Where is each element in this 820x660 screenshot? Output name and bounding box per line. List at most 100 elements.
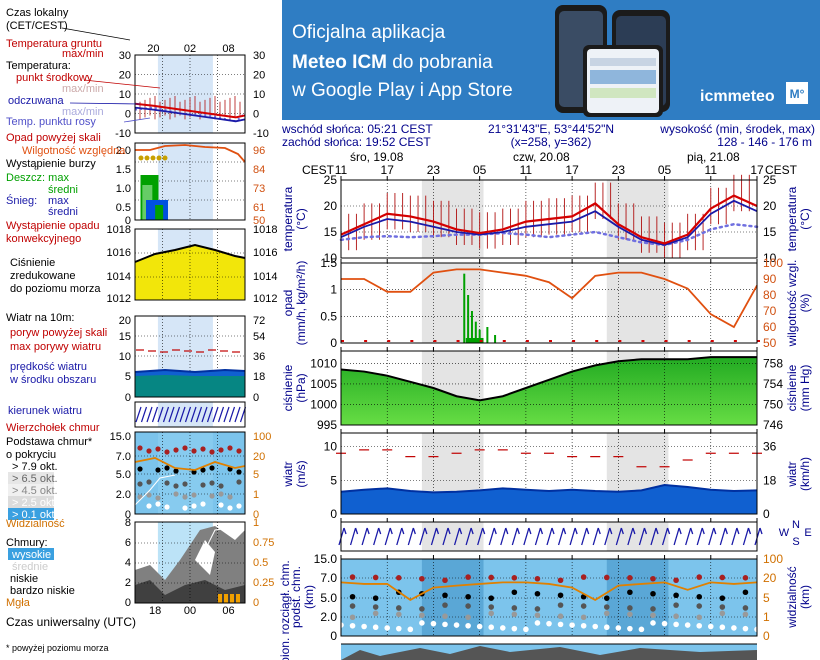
- y-tick-label-right: 18: [763, 473, 777, 487]
- legend-y-tick: 20: [253, 451, 265, 463]
- wind-direction-panel: [338, 518, 763, 552]
- promo-banner[interactable]: Oficjalna aplikacja Meteo ICM do pobrani…: [282, 0, 820, 120]
- legend-y-tick: 1018: [253, 224, 277, 236]
- wind-arrow-icon: [477, 527, 484, 546]
- legend-wind-dir-panel: [134, 401, 247, 428]
- cloud-base-dot: [146, 448, 152, 454]
- legend-y-tick: 5: [253, 469, 259, 481]
- legend-pointer: [123, 117, 151, 123]
- cloud-base-dot: [191, 503, 197, 509]
- cloud-base-dot: [627, 575, 633, 581]
- cloud-base-dot: [155, 495, 161, 501]
- wind-arrow-icon: [539, 527, 544, 535]
- wind-arrow-icon: [190, 406, 197, 423]
- storm-marker: [138, 155, 144, 161]
- y-tick-label-left: 1000: [310, 397, 337, 411]
- sunrise-text: wschód słońca: 05:21 CEST: [281, 122, 433, 136]
- cloud-base-dot: [361, 623, 367, 630]
- wind-arrow-icon: [419, 527, 426, 546]
- wind-arrow-icon: [217, 406, 225, 423]
- wind-arrow-icon: [655, 527, 659, 535]
- dewpoint-line: [134, 106, 246, 123]
- wind-arrow-icon: [685, 527, 692, 546]
- cloud-base-dot: [580, 574, 587, 580]
- hour-tick-label: 05: [473, 163, 487, 177]
- night-shade: [421, 522, 484, 551]
- fog-bar: [218, 594, 222, 603]
- banner-line2-rest: do pobrania: [387, 52, 493, 73]
- legend-y-tick: 1018: [107, 224, 131, 236]
- pressure-left-label: ciśnienie(hPa): [281, 364, 308, 411]
- cloud-base-dot: [696, 603, 703, 609]
- wind-arrow-icon: [511, 527, 518, 546]
- cloud-base-dot: [164, 449, 170, 455]
- y-tick-label-left: 15: [324, 225, 338, 239]
- wind-arrow-icon: [396, 527, 403, 546]
- legend-y-tick: 0: [125, 215, 131, 227]
- wind-arrow-icon: [592, 527, 599, 546]
- mid-cloud-label: średnie: [12, 561, 48, 573]
- fog-bar: [236, 594, 240, 603]
- legend-temp-panel: 30 20 10 0 -10 30 20 10 0 -10: [115, 50, 269, 140]
- cloud-base-dot: [236, 469, 242, 475]
- cloud-base-dot: [395, 611, 402, 618]
- pressure-area: [341, 357, 757, 425]
- cloud-base-dot: [511, 625, 518, 632]
- visibility-line: [134, 457, 246, 471]
- cloud-base-dot: [719, 574, 726, 581]
- cloud-base-dot: [218, 491, 224, 497]
- icmmeteo-logo[interactable]: icmmeteo M°: [700, 82, 808, 105]
- day-label: czw, 20.08: [513, 150, 570, 164]
- wind-arrow-icon: [228, 406, 236, 423]
- axis-label-line: (mm/h, kg/m²/h): [294, 261, 308, 346]
- precip-panel: 0 0.5 1 1.5 50 60 70 80 90 100 opad(mm/h, kg/m²/h)…: [281, 256, 812, 350]
- banner-background[interactable]: [282, 0, 820, 120]
- wind-right-label: wiatr(km/h): [785, 457, 812, 491]
- cloud-base-dot: [742, 625, 749, 632]
- legend-y-tick: 0.75: [253, 537, 274, 549]
- rain-mid-label: średni: [48, 184, 78, 196]
- phone-mockup-icon: [555, 5, 670, 117]
- cloud-base-dot: [557, 602, 564, 608]
- banner-line3: w Google Play i App Store: [291, 80, 513, 101]
- legend-pointer: [69, 102, 141, 105]
- cloud-base-dot: [137, 466, 143, 472]
- cloud-base-dot: [696, 593, 703, 600]
- y-tick-label-right: 70: [763, 304, 777, 318]
- wind-arrow-icon: [349, 527, 357, 546]
- legend-y-tick: 73: [253, 183, 265, 195]
- pressure-panel: 995100010051010746750754758ciśnienie(hPa…: [281, 347, 812, 432]
- grid-text: (x=258, y=362): [511, 135, 592, 149]
- cloud-base-dot: [218, 483, 224, 489]
- cloud-base-dot: [200, 446, 206, 452]
- utc-tick-label: 00: [184, 605, 196, 617]
- pressure-line: [134, 243, 246, 263]
- cloud-base-dot: [731, 625, 737, 631]
- wind-arrow-icon: [696, 527, 703, 546]
- wind-arrow-icon: [523, 527, 530, 546]
- cloud-base-dot: [719, 610, 726, 617]
- wind-arrow-icon: [551, 527, 555, 535]
- y-tick-label-left: 1005: [310, 377, 337, 391]
- temp-left-label: temperatura(°C): [281, 186, 308, 251]
- cloud-base-dot: [191, 492, 197, 498]
- wind-arrow-icon: [586, 527, 590, 535]
- cloud-base-left-label: podst. chm.(km): [289, 566, 316, 628]
- cloud-base-dot: [419, 606, 425, 612]
- legend-y-tick: 20: [119, 70, 131, 82]
- cloud-base-dot: [173, 468, 179, 474]
- wind-arrow-icon: [389, 527, 393, 535]
- rain-bar: [155, 205, 164, 220]
- storm-marker: [162, 155, 168, 161]
- cloud-base-dot: [209, 493, 215, 499]
- panel-frame: [134, 315, 246, 398]
- cloud-base-dot: [164, 504, 170, 510]
- legend-y-tick: 0: [125, 509, 131, 521]
- coordinates-text: 21°31'43"E, 53°44'52"N: [488, 122, 614, 136]
- wind-arrow-icon: [500, 527, 507, 546]
- legend-y-tick: 36: [253, 351, 265, 363]
- rain-max-label: Deszcz: max: [6, 172, 69, 184]
- y-tick-label-left: 10: [324, 251, 338, 265]
- wind-arrow-icon: [201, 406, 208, 423]
- wind-arrow-icon: [713, 527, 717, 535]
